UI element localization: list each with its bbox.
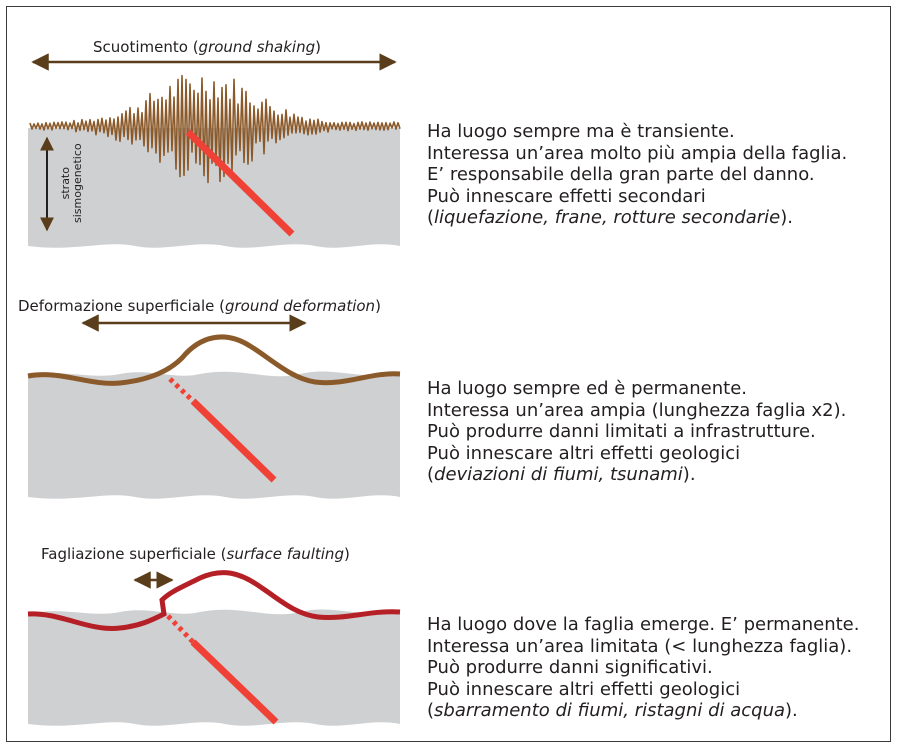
desc-line-italic: (deviazioni di fiumi, tsunami).: [427, 464, 696, 485]
ground-block: [28, 609, 400, 726]
seismogram-trace: [29, 74, 401, 184]
desc-line-italic: (sbarramento di fiumi, ristagni di acqua…: [427, 700, 798, 721]
strata-label-line2: sismogenetico: [71, 143, 84, 223]
desc-line: Ha luogo dove la faglia emerge. E’ perma…: [427, 614, 860, 635]
panel-2-title: Deformazione superficiale (ground deform…: [18, 297, 381, 315]
fault-line-hidden: [166, 614, 195, 644]
panel-shaking: [28, 53, 401, 248]
panel-2-description: Ha luogo sempre ed è permanente. Interes…: [427, 378, 846, 486]
desc-line: Può produrre danni significativi.: [427, 657, 713, 678]
deformed-surface: [27, 334, 401, 386]
panel-3-title: Fagliazione superficiale (surface faulti…: [41, 545, 350, 563]
desc-line: Interessa un’area molto più ampia della …: [427, 142, 848, 164]
desc-line: Può innescare altri effetti geologici: [427, 678, 741, 700]
desc-line: E’ responsabile della gran parte del dan…: [427, 164, 815, 185]
panel-3-description: Ha luogo dove la faglia emerge. E’ perma…: [427, 614, 859, 722]
fault-line: [185, 129, 295, 237]
figure-frame: [6, 6, 891, 742]
panel-1-title: Scuotimento (ground shaking): [93, 38, 321, 56]
desc-line: Interessa un’area ampia (lunghezza fagli…: [427, 399, 847, 421]
desc-line: Ha luogo sempre ma è transiente.: [427, 121, 735, 142]
desc-line-italic: (liquefazione, frane, rotture secondarie…: [427, 207, 793, 228]
fault-line: [190, 639, 279, 725]
desc-line: Ha luogo sempre ed è permanente.: [427, 378, 747, 399]
fault-line-hidden: [168, 377, 195, 403]
strata-label: strato sismogenetico: [59, 143, 84, 223]
desc-line: Può innescare effetti secondari: [427, 185, 706, 207]
ground-block: [28, 128, 400, 248]
ground-block: [28, 371, 400, 499]
panel-deformation: [27, 314, 401, 499]
panel-1-description: Ha luogo sempre ma è transiente. Interes…: [427, 121, 847, 229]
desc-line: Può innescare altri effetti geologici: [427, 442, 741, 464]
faulted-surface: [27, 570, 401, 632]
desc-line: Interessa un’area limitata (< lunghezza …: [427, 635, 853, 657]
fault-line: [190, 398, 277, 483]
desc-line: Può produrre danni limitati a infrastrut…: [427, 421, 816, 442]
panel-faulting: [27, 570, 401, 726]
